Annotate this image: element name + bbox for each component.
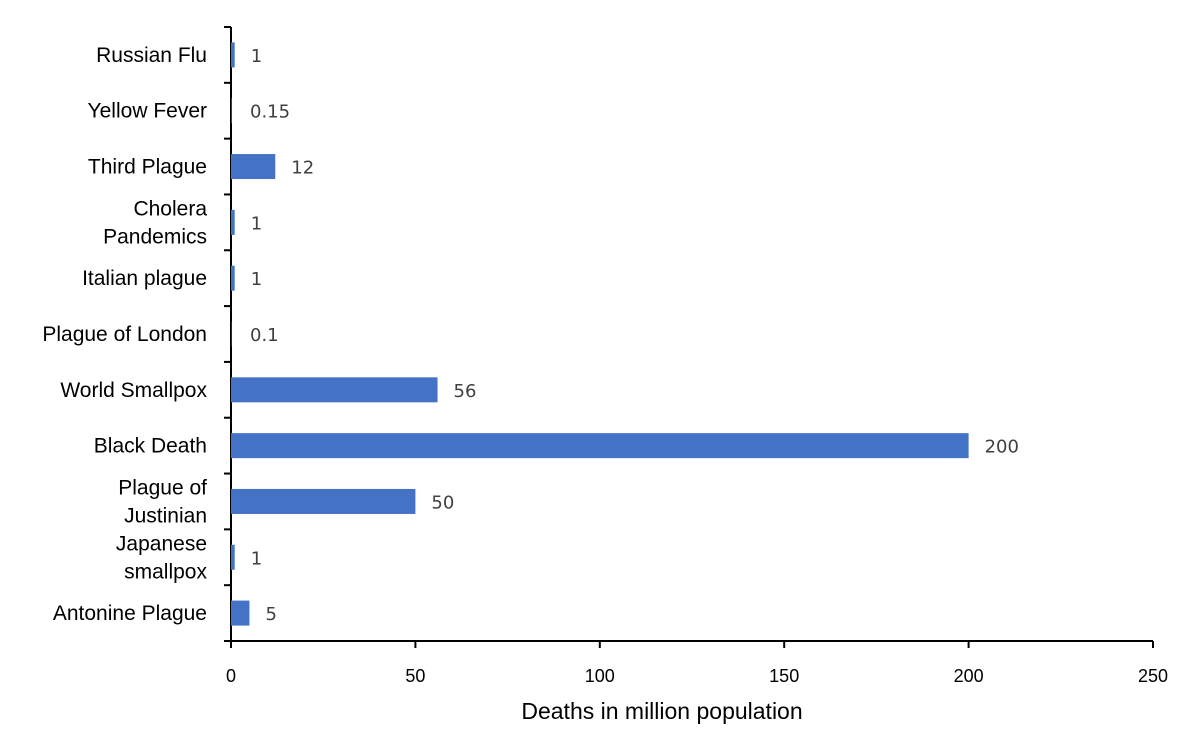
data-label: 1 — [251, 213, 262, 234]
value-tick-label: 250 — [1138, 666, 1168, 686]
category-label: Black Death — [94, 435, 207, 458]
category-label: Antonine Plague — [53, 602, 207, 625]
category-label: Japanese smallpox — [116, 532, 208, 583]
value-tick-label: 50 — [405, 666, 425, 686]
data-label: 0.1 — [250, 325, 279, 346]
bar — [231, 377, 438, 403]
bar — [231, 600, 250, 626]
bar — [231, 209, 235, 235]
bar — [231, 488, 416, 514]
category-label: Plague of London — [42, 323, 207, 346]
category-label: Plague of Justinian — [118, 476, 207, 527]
value-axis: 0 50 100 150 200 250 — [226, 640, 1168, 686]
category-label: World Smallpox — [60, 379, 207, 402]
bar — [231, 42, 235, 68]
data-label: 1 — [251, 548, 262, 569]
bars — [231, 42, 969, 626]
bar — [231, 265, 235, 291]
category-label: Yellow Fever — [88, 100, 207, 123]
data-label: 1 — [251, 46, 262, 67]
value-tick-label: 100 — [585, 666, 615, 686]
category-label: Cholera Pandemics — [103, 197, 207, 248]
data-label: 200 — [985, 437, 1019, 458]
data-labels: 5 1 50 200 56 0.1 1 1 12 0.15 1 — [250, 46, 1019, 625]
value-tick-label: 0 — [226, 666, 236, 686]
value-tick-label: 150 — [769, 666, 799, 686]
data-label: 0.15 — [250, 102, 290, 123]
bar — [231, 433, 969, 459]
bar — [231, 98, 232, 124]
bar — [231, 544, 235, 570]
category-label: Russian Flu — [96, 44, 207, 67]
data-label: 5 — [265, 604, 276, 625]
data-label: 1 — [251, 269, 262, 290]
bar — [231, 154, 276, 180]
data-label: 56 — [454, 381, 477, 402]
data-label: 50 — [431, 492, 454, 513]
x-axis-title: Deaths in million population — [521, 698, 802, 724]
value-tick-label: 200 — [954, 666, 984, 686]
category-label: Italian plague — [82, 267, 207, 290]
data-label: 12 — [291, 158, 314, 179]
category-label: Third Plague — [88, 156, 207, 179]
